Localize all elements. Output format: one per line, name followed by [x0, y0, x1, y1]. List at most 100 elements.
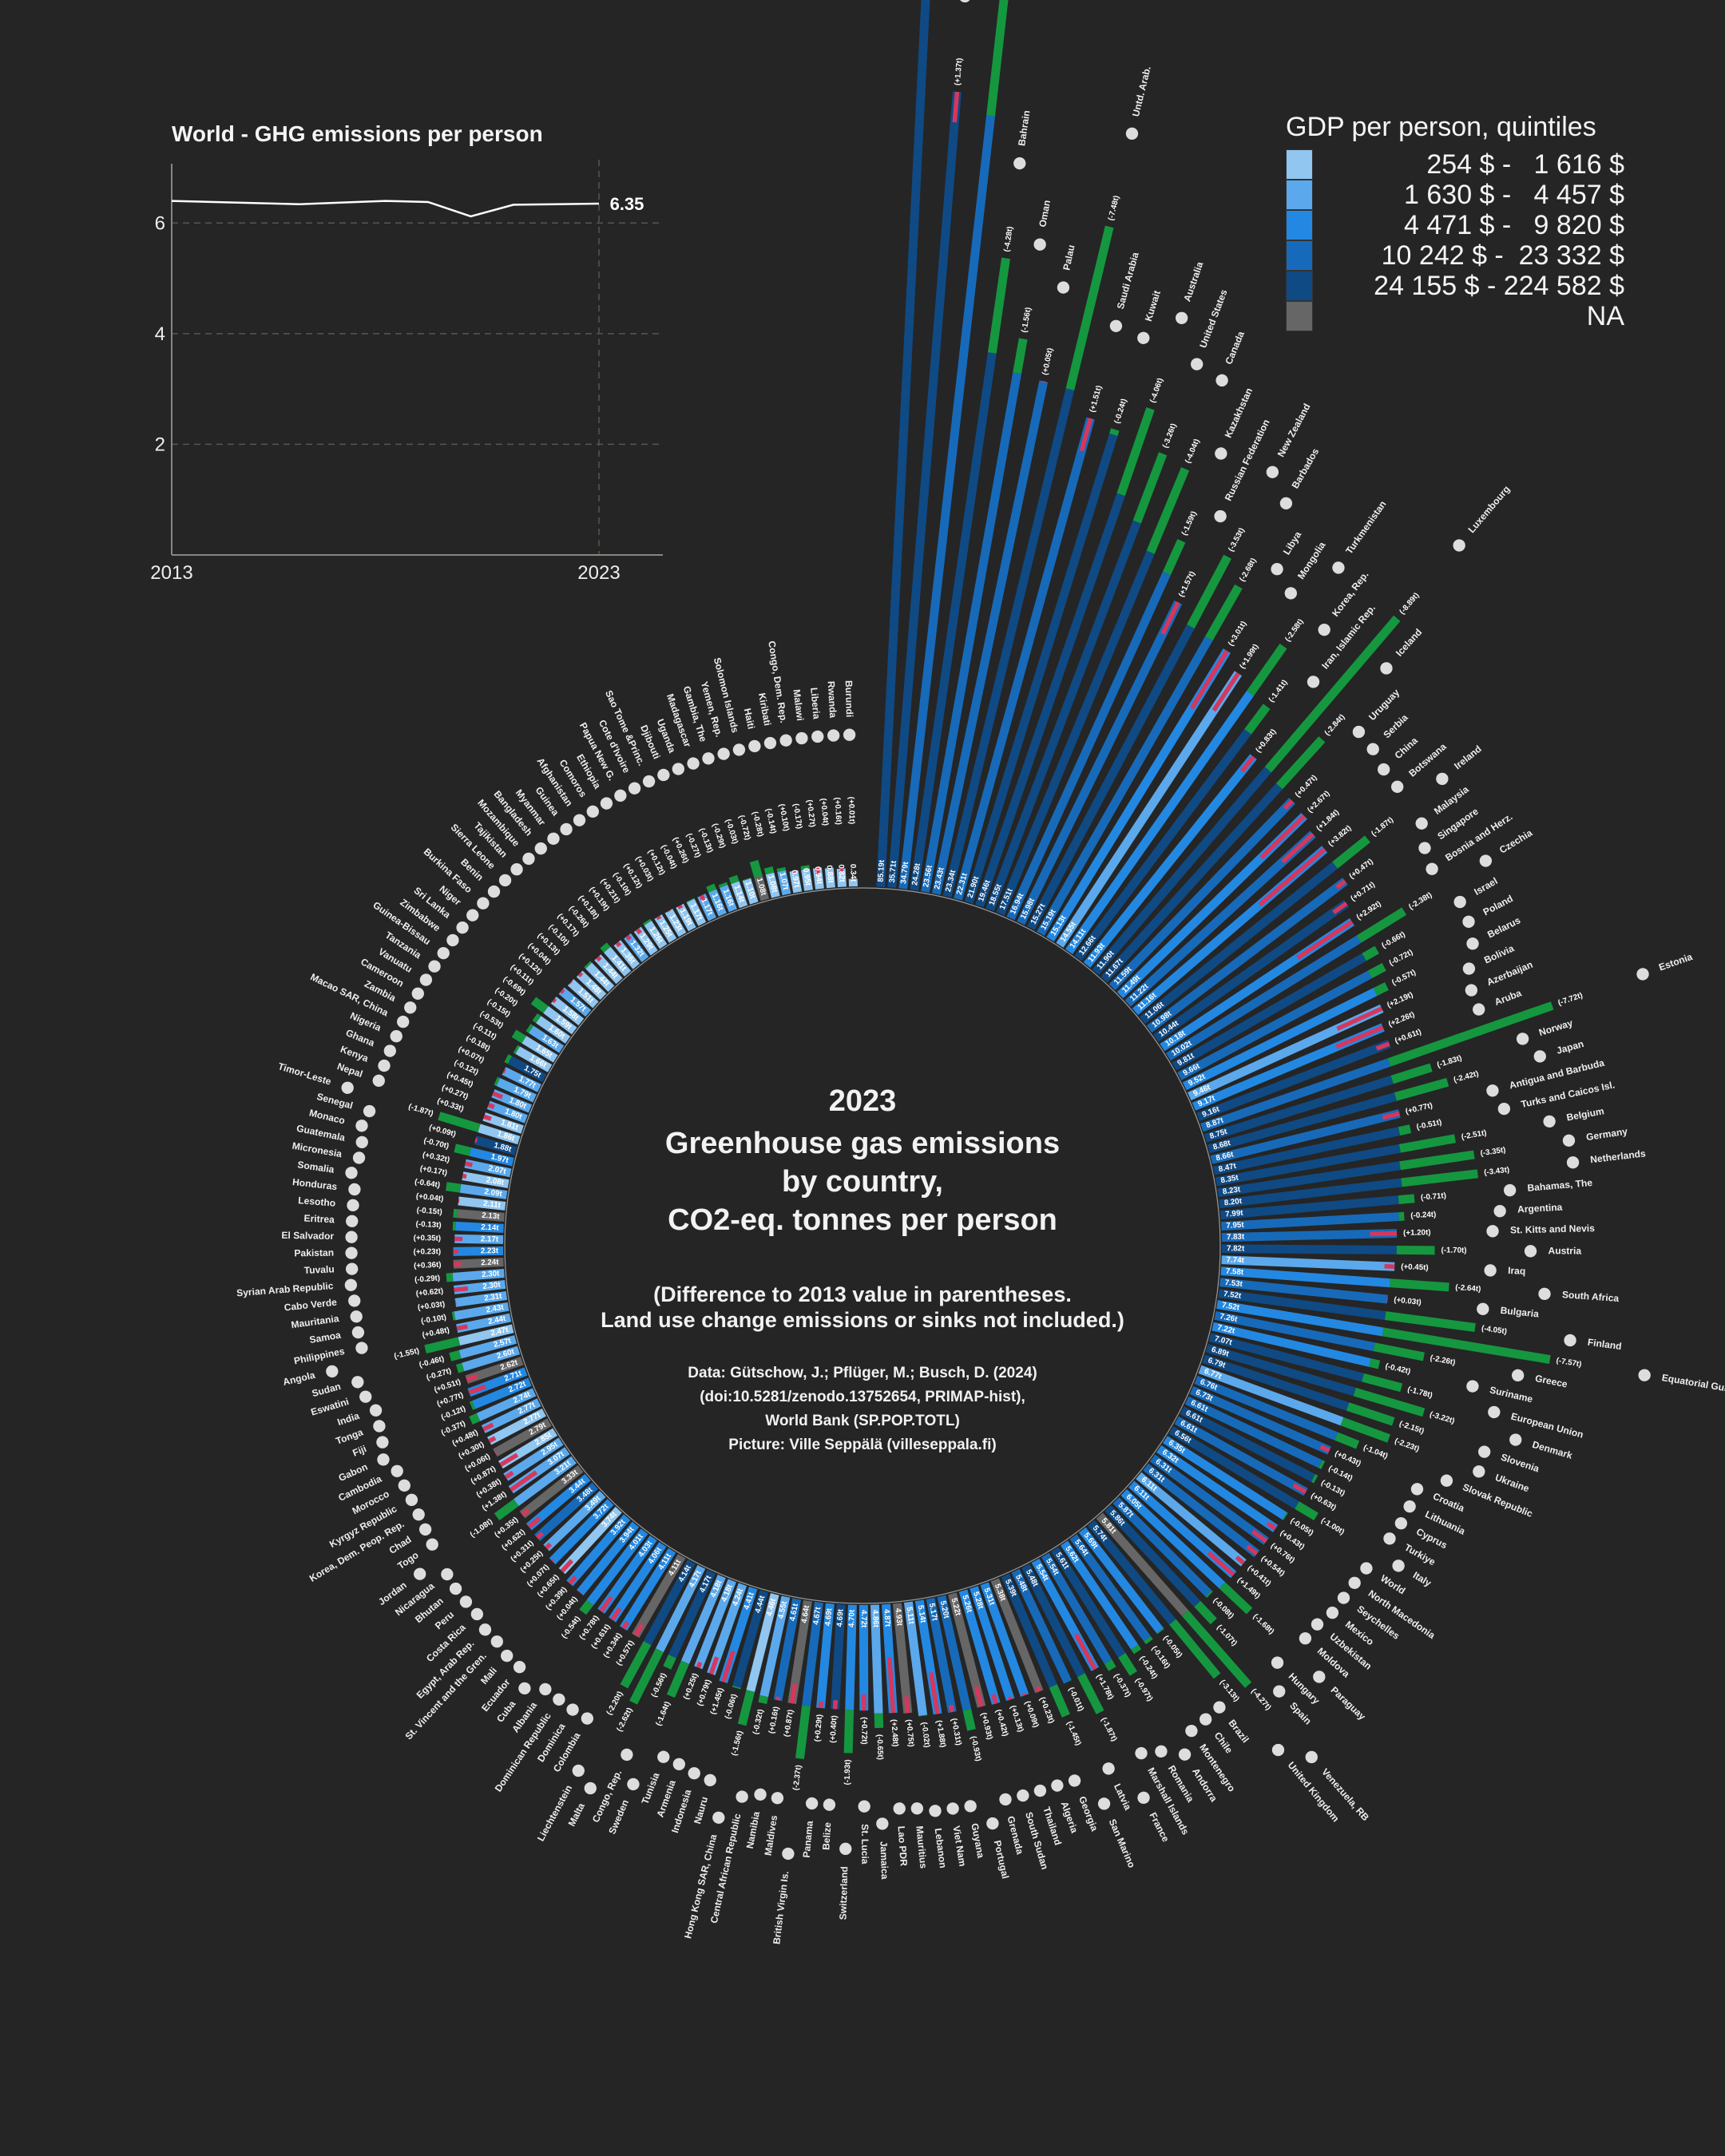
decrease-bar: [874, 1713, 884, 1729]
increase-bar: [552, 998, 557, 1004]
country-bar: [476, 1388, 537, 1421]
value-label: 23.56t: [922, 864, 934, 888]
decrease-bar: [1346, 1402, 1395, 1426]
flag-icon: [779, 734, 792, 747]
country-bar-group: 2.14t (-0.13t) Eritrea: [303, 1213, 504, 1233]
country-bar: [453, 1246, 504, 1256]
country-bar: [898, 115, 995, 890]
country-bar: [996, 550, 1155, 916]
increase-bar: [1258, 847, 1326, 907]
source-line: Data: Gütschow, J.; Pflüger, M.; Busch, …: [688, 1365, 1037, 1381]
country-bar: [507, 1056, 547, 1083]
country-bar: [773, 1598, 802, 1702]
value-label: 2.43t: [486, 1303, 506, 1315]
country-bar: [567, 979, 599, 1009]
flag-icon: [805, 1797, 819, 1810]
diff-label: (-0.56t): [650, 1672, 668, 1699]
diff-label: (-1.08t): [469, 1517, 494, 1540]
decrease-bar: [1104, 1659, 1116, 1671]
country-bar: [831, 1603, 846, 1710]
diff-label: (+0.48t): [422, 1326, 450, 1340]
country-label: Tonga: [335, 1426, 365, 1447]
decrease-bar: [1144, 1636, 1153, 1645]
decrease-bar: [918, 1714, 928, 1717]
decrease-bar: [1109, 428, 1120, 436]
decrease-bar: [1131, 1644, 1142, 1655]
increase-bar: [454, 1300, 457, 1306]
source-line: World Bank (SP.POP.TOTL): [765, 1413, 960, 1429]
diff-label: (+0.04t): [819, 798, 830, 826]
decrease-bar: [986, 0, 1021, 117]
country-bar-group: 5.11t (-0.02t) Lebanon: [903, 1601, 949, 1869]
country-label: Guyana: [969, 1822, 986, 1859]
decrease-bar: [742, 878, 751, 882]
decrease-bar: [494, 1499, 519, 1521]
diff-label: (-2.51t): [1461, 1128, 1487, 1142]
flag-icon: [621, 1748, 633, 1762]
flag-icon: [858, 1800, 870, 1813]
inset-line-chart: 2 4 6 2013 2023 6.35: [150, 160, 663, 584]
flag-icon: [449, 1582, 462, 1595]
country-label: New Zealand: [1275, 402, 1313, 459]
decrease-bar: [1396, 1245, 1435, 1255]
country-bar: [1165, 935, 1362, 1061]
diff-label: (-1.45t): [1065, 1720, 1083, 1747]
decrease-bar: [1118, 1652, 1137, 1676]
diff-label: (-3.26t): [1161, 422, 1179, 450]
diff-label: (-0.70t): [422, 1136, 450, 1151]
increase-bar: [610, 1607, 622, 1622]
country-bar: [848, 878, 858, 887]
country-bar: [970, 1586, 1015, 1702]
flag-icon: [414, 1567, 426, 1580]
country-bar: [521, 1036, 558, 1063]
decrease-bar: [494, 1076, 501, 1087]
flag-icon: [1033, 1784, 1047, 1797]
decrease-bar: [446, 1182, 462, 1193]
diff-label: (+2.19t): [1386, 990, 1414, 1009]
flag-icon: [1533, 1050, 1546, 1063]
value-label: 85.19t: [877, 859, 886, 882]
flag-icon: [363, 1104, 376, 1118]
value-label: 7.26t: [1219, 1312, 1239, 1324]
diff-label: (-1.87t): [1370, 815, 1395, 838]
diff-label: (+0.10t): [777, 803, 791, 832]
diff-label: (-0.29t): [414, 1274, 441, 1284]
country-label: Mauritania: [291, 1313, 340, 1330]
country-label: Sudan: [311, 1381, 342, 1399]
increase-bar: [696, 1661, 703, 1669]
country-label: Serbia: [1381, 711, 1410, 740]
flag-icon: [1473, 1003, 1485, 1016]
country-bar: [1216, 1300, 1384, 1337]
increase-bar: [699, 894, 706, 902]
country-label: Bulgaria: [1500, 1305, 1540, 1320]
diff-label: (-1.93t): [843, 1759, 853, 1785]
flag-icon: [346, 1215, 359, 1227]
decrease-bar: [1398, 1124, 1412, 1135]
diff-label: (-3.35t): [1480, 1146, 1506, 1159]
country-bar: [493, 1418, 552, 1457]
flag-icon: [369, 1404, 383, 1417]
country-bar-group: 4.69t (+0.29t) Panama: [801, 1603, 835, 1858]
country-bar: [633, 926, 658, 956]
country-bar: [458, 1335, 518, 1359]
flag-icon: [1466, 1380, 1479, 1393]
diff-label: (+0.03t): [417, 1300, 446, 1313]
diff-label: (-1.68t): [1251, 1612, 1276, 1636]
decrease-bar: [843, 1710, 855, 1754]
country-label: Burundi: [843, 680, 855, 718]
inner-ring: [504, 887, 1221, 1604]
country-label: Denmark: [1531, 1439, 1574, 1461]
flag-icon: [1465, 984, 1478, 997]
flag-icon: [345, 1262, 359, 1275]
decrease-bar: [1369, 1358, 1381, 1369]
flag-icon: [1109, 319, 1123, 332]
diff-label: (-4.27t): [1249, 1687, 1272, 1712]
flag-icon: [560, 822, 573, 836]
country-bar: [577, 1521, 640, 1596]
country-label: Austria: [1548, 1245, 1581, 1256]
chart-title: Greenhouse gas emissions by country, CO2…: [607, 1124, 1118, 1239]
decrease-bar: [1264, 615, 1401, 773]
country-bar-group: 4.69t (+0.40t) Belize: [820, 1603, 846, 1850]
flag-icon: [534, 842, 547, 855]
legend-entry: 4 471 $ - 9 820 $: [1286, 210, 1645, 240]
